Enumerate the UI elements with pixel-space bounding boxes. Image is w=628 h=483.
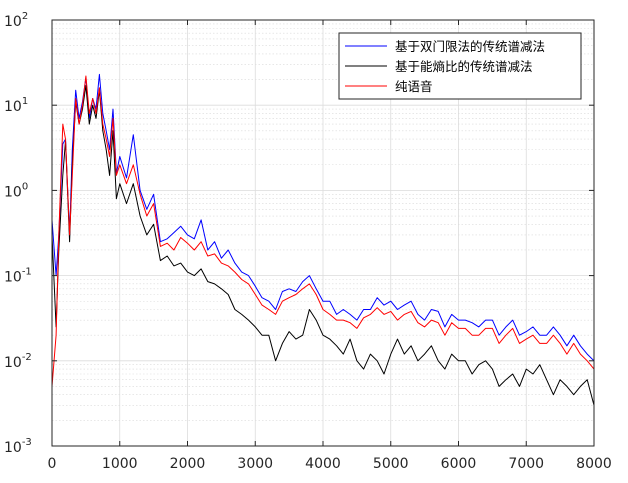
x-tick-label: 7000 [508,456,544,472]
ticks-layer [51,19,595,447]
x-tick-label: 1000 [102,456,138,472]
y-tick-label: 101 [4,96,28,115]
y-tick-label: 10-3 [4,437,32,456]
legend-label-0: 基于双门限法的传统谱减法 [395,39,545,54]
x-tick-label: 0 [48,456,57,472]
legend-label-2: 纯语音 [395,79,433,94]
y-tick-label: 102 [4,11,28,30]
series-line-1 [51,85,595,406]
x-tick-label: 2000 [170,456,206,472]
x-tick-label: 3000 [237,456,273,472]
series-line-2 [51,75,595,387]
legend-label-1: 基于能熵比的传统谱减法 [395,59,533,74]
x-tick-label: 4000 [305,456,341,472]
x-tick-labels: 0 1000 2000 3000 4000 5000 6000 7000 8000 [48,456,612,472]
x-tick-label: 8000 [576,456,612,472]
y-tick-label: 100 [4,181,28,200]
y-tick-label: 10-1 [4,267,32,286]
x-tick-label: 5000 [373,456,409,472]
series-layer [51,73,595,406]
series-line-0 [51,73,595,362]
y-tick-label: 10-2 [4,352,32,371]
x-tick-label: 6000 [441,456,477,472]
y-tick-labels: 10-3 10-2 10-1 100 101 102 [4,11,32,456]
